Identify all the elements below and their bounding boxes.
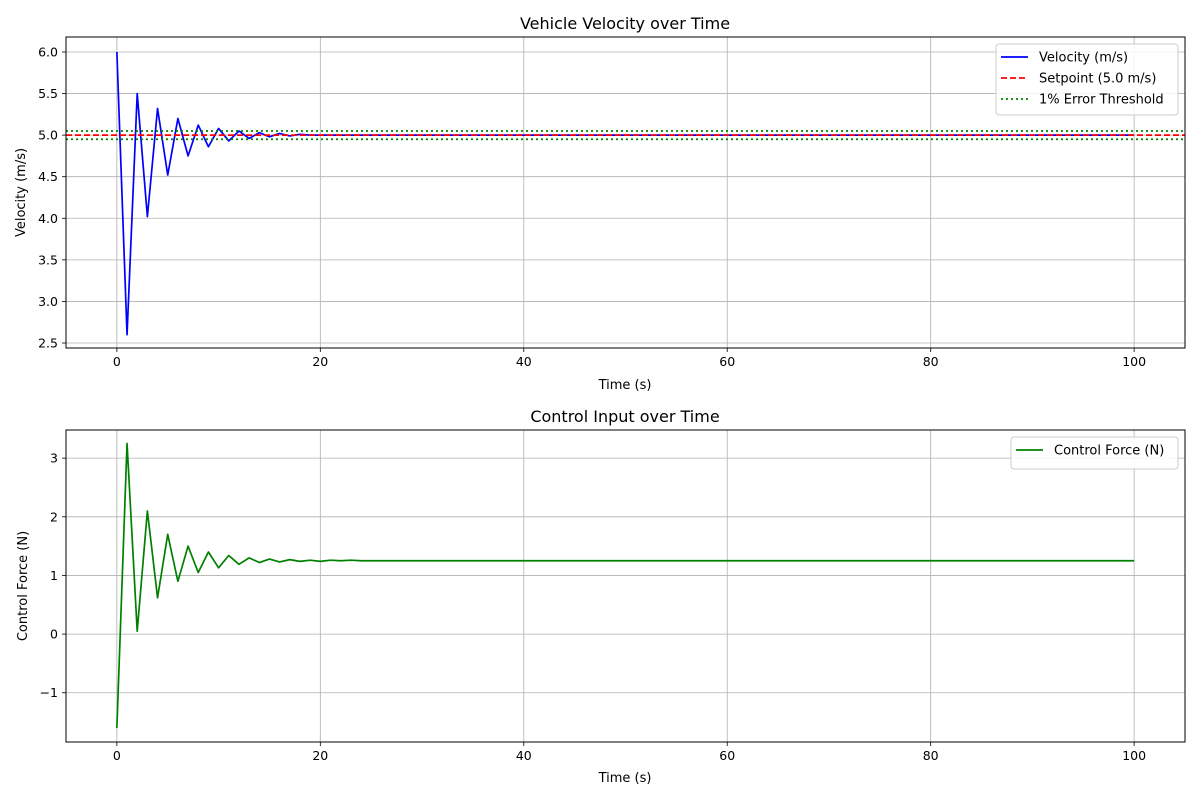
x-tick-label: 100 [1122, 748, 1146, 763]
control-input-chart: Control Input over Time 0 20 40 60 80 100 −1 0 1… [16, 407, 1186, 786]
plot-area [66, 51, 1185, 336]
x-tick-label: 20 [312, 354, 328, 369]
legend: Velocity (m/s) Setpoint (5.0 m/s) 1% Error… [995, 43, 1179, 116]
x-tick-label: 40 [516, 354, 532, 369]
x-axis-label: Time (s) [598, 378, 652, 393]
axes-frame [65, 429, 1186, 743]
x-tick-label: 100 [1122, 354, 1146, 369]
x-tick-label: 40 [516, 748, 532, 763]
y-axis-label: Control Force (N) [16, 531, 31, 641]
legend-label: Velocity (m/s) [1039, 51, 1128, 66]
x-tick-label: 80 [923, 748, 939, 763]
y-tick-label: 5.0 [38, 128, 58, 143]
legend-box [995, 43, 1179, 116]
ticks: 0 20 40 60 80 100 −1 0 1 2 3 [40, 451, 1147, 763]
legend-label: Control Force (N) [1054, 444, 1164, 459]
x-tick-label: 0 [113, 354, 121, 369]
y-tick-label: 3 [50, 451, 58, 466]
y-tick-label: 4.5 [38, 169, 58, 184]
grid [66, 430, 1185, 742]
y-tick-label: 3.0 [38, 294, 58, 309]
y-tick-label: 3.5 [38, 252, 58, 267]
legend-box [1010, 436, 1179, 470]
plot-area [116, 442, 1135, 728]
y-tick-label: 5.5 [38, 86, 58, 101]
x-tick-label: 20 [312, 748, 328, 763]
legend-label: 1% Error Threshold [1039, 93, 1164, 108]
y-tick-label: 0 [50, 627, 58, 642]
axes-frame [65, 36, 1186, 349]
x-tick-label: 80 [923, 354, 939, 369]
x-tick-label: 60 [719, 354, 735, 369]
x-axis-label: Time (s) [598, 771, 652, 786]
x-tick-label: 0 [113, 748, 121, 763]
chart-title: Control Input over Time [530, 407, 719, 426]
y-tick-label: 2 [50, 509, 58, 524]
y-axis-label: Velocity (m/s) [14, 148, 29, 237]
y-tick-label: 6.0 [38, 44, 58, 59]
y-tick-label: −1 [40, 685, 58, 700]
legend: Control Force (N) [1010, 436, 1179, 470]
chart-title: Vehicle Velocity over Time [520, 14, 730, 33]
series-line-0 [116, 442, 1135, 728]
legend-label: Setpoint (5.0 m/s) [1039, 72, 1156, 87]
y-tick-label: 4.0 [38, 211, 58, 226]
velocity-chart: Vehicle Velocity over Time 0 20 40 60 80 100 2… [14, 14, 1186, 393]
ticks: 0 20 40 60 80 100 2.5 3.0 3.5 4.0 4.5 5.0 5.5 6.0 [38, 44, 1146, 369]
y-tick-label: 1 [50, 568, 58, 583]
x-tick-label: 60 [719, 748, 735, 763]
y-tick-label: 2.5 [38, 336, 58, 351]
